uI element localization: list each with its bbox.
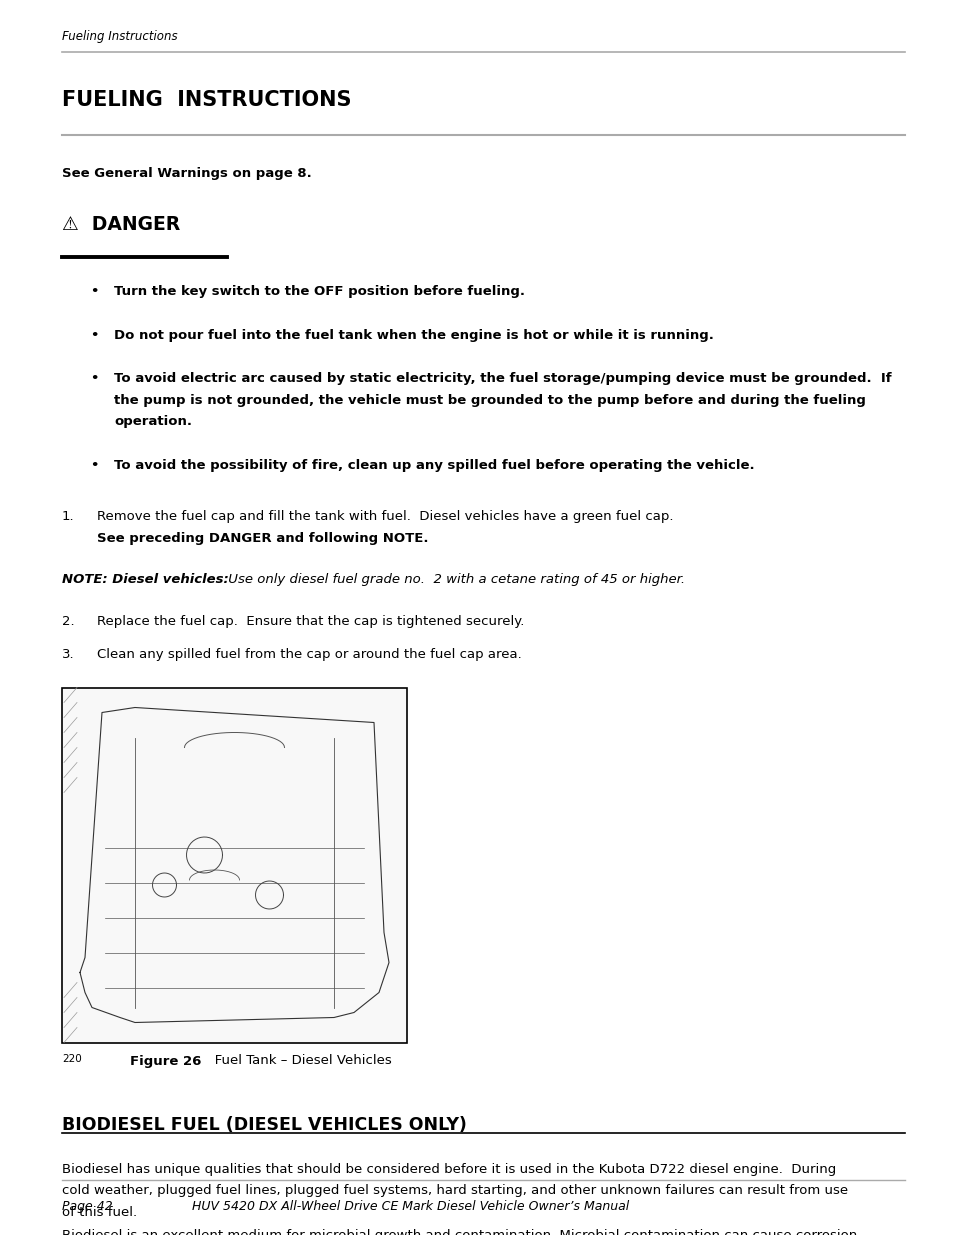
Text: Fuel Tank – Diesel Vehicles: Fuel Tank – Diesel Vehicles xyxy=(202,1055,392,1067)
Text: 3.: 3. xyxy=(62,648,74,661)
Text: NOTE: Diesel vehicles:: NOTE: Diesel vehicles: xyxy=(62,573,229,585)
Text: •: • xyxy=(90,329,98,342)
Text: See General Warnings on page 8.: See General Warnings on page 8. xyxy=(62,167,312,180)
Text: ⚠  DANGER: ⚠ DANGER xyxy=(62,215,180,233)
Text: •: • xyxy=(90,285,98,298)
Text: Replace the fuel cap.  Ensure that the cap is tightened securely.: Replace the fuel cap. Ensure that the ca… xyxy=(97,615,524,627)
Text: •: • xyxy=(90,372,98,385)
FancyBboxPatch shape xyxy=(62,688,407,1042)
Text: operation.: operation. xyxy=(113,415,192,429)
Text: 1.: 1. xyxy=(62,510,74,522)
Text: Figure 26: Figure 26 xyxy=(130,1055,201,1067)
Text: FUELING  INSTRUCTIONS: FUELING INSTRUCTIONS xyxy=(62,90,351,110)
Text: To avoid electric arc caused by static electricity, the fuel storage/pumping dev: To avoid electric arc caused by static e… xyxy=(113,372,891,385)
Text: cold weather, plugged fuel lines, plugged fuel systems, hard starting, and other: cold weather, plugged fuel lines, plugge… xyxy=(62,1184,847,1197)
Text: Use only diesel fuel grade no.  2 with a cetane rating of 45 or higher.: Use only diesel fuel grade no. 2 with a … xyxy=(224,573,684,585)
Text: •: • xyxy=(90,458,98,472)
Text: BIODIESEL FUEL (DIESEL VEHICLES ONLY): BIODIESEL FUEL (DIESEL VEHICLES ONLY) xyxy=(62,1116,466,1135)
Text: the pump is not grounded, the vehicle must be grounded to the pump before and du: the pump is not grounded, the vehicle mu… xyxy=(113,394,865,406)
Text: Biodiesel has unique qualities that should be considered before it is used in th: Biodiesel has unique qualities that shou… xyxy=(62,1162,836,1176)
Text: Fueling Instructions: Fueling Instructions xyxy=(62,30,177,43)
Text: Clean any spilled fuel from the cap or around the fuel cap area.: Clean any spilled fuel from the cap or a… xyxy=(97,648,521,661)
Text: Biodiesel is an excellent medium for microbial growth and contamination. Microbi: Biodiesel is an excellent medium for mic… xyxy=(62,1229,857,1235)
Text: HUV 5420 DX All-Wheel Drive CE Mark Diesel Vehicle Owner’s Manual: HUV 5420 DX All-Wheel Drive CE Mark Dies… xyxy=(192,1200,629,1213)
Text: of this fuel.: of this fuel. xyxy=(62,1205,137,1219)
Text: To avoid the possibility of fire, clean up any spilled fuel before operating the: To avoid the possibility of fire, clean … xyxy=(113,458,754,472)
Text: Remove the fuel cap and fill the tank with fuel.  Diesel vehicles have a green f: Remove the fuel cap and fill the tank wi… xyxy=(97,510,681,522)
Text: See preceding DANGER and following NOTE.: See preceding DANGER and following NOTE. xyxy=(97,531,428,545)
Text: Turn the key switch to the OFF position before fueling.: Turn the key switch to the OFF position … xyxy=(113,285,524,298)
Text: Do not pour fuel into the fuel tank when the engine is hot or while it is runnin: Do not pour fuel into the fuel tank when… xyxy=(113,329,713,342)
Text: Page 42: Page 42 xyxy=(62,1200,112,1213)
Text: 220: 220 xyxy=(62,1055,82,1065)
Text: 2.: 2. xyxy=(62,615,74,627)
